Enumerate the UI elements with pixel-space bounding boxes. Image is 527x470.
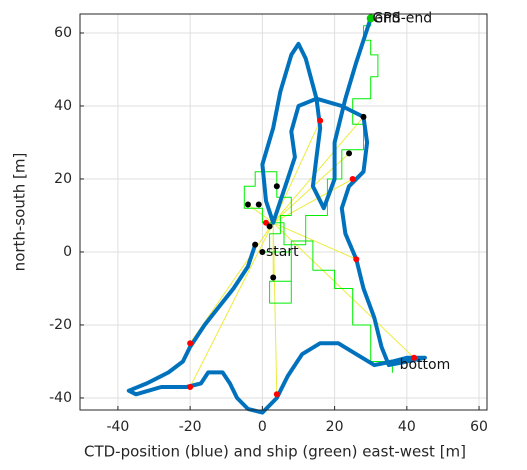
- x-tick-label: 40: [398, 419, 416, 435]
- point: [270, 274, 277, 281]
- annotation: start: [266, 244, 299, 260]
- x-tick-label: 60: [470, 419, 488, 435]
- track-line: [189, 116, 415, 395]
- x-axis-label: CTD-position (blue) and ship (green) eas…: [84, 443, 466, 461]
- point: [187, 384, 194, 391]
- y-tick-label: 0: [63, 244, 72, 260]
- point: [252, 241, 259, 248]
- axes-box: [79, 13, 488, 411]
- point: [317, 117, 324, 124]
- y-tick-label: 20: [54, 171, 72, 187]
- point: [273, 183, 280, 190]
- point: [346, 150, 353, 157]
- plot-area: [80, 14, 487, 410]
- point: [366, 14, 375, 23]
- annotation: end: [374, 10, 400, 26]
- x-tick-label: -20: [179, 419, 202, 435]
- point: [244, 201, 251, 208]
- point: [259, 248, 266, 255]
- x-tick-label: 0: [258, 419, 267, 435]
- point: [353, 256, 360, 263]
- y-tick-label: 60: [54, 25, 72, 41]
- point: [349, 175, 356, 182]
- point: [262, 219, 269, 226]
- track-line: [243, 17, 393, 373]
- point: [411, 354, 418, 361]
- y-tick-label: 40: [54, 98, 72, 114]
- x-tick-label: 20: [326, 419, 344, 435]
- point: [273, 391, 280, 398]
- point: [255, 201, 262, 208]
- x-tick-label: -40: [106, 419, 129, 435]
- y-tick-label: -20: [49, 317, 72, 333]
- point: [266, 223, 273, 230]
- point: [187, 340, 194, 347]
- annotation: bottom: [400, 357, 451, 373]
- y-axis-label: north-south [m]: [11, 153, 29, 272]
- y-tick-label: -40: [49, 390, 72, 406]
- point: [360, 113, 367, 120]
- track-line: [126, 16, 427, 415]
